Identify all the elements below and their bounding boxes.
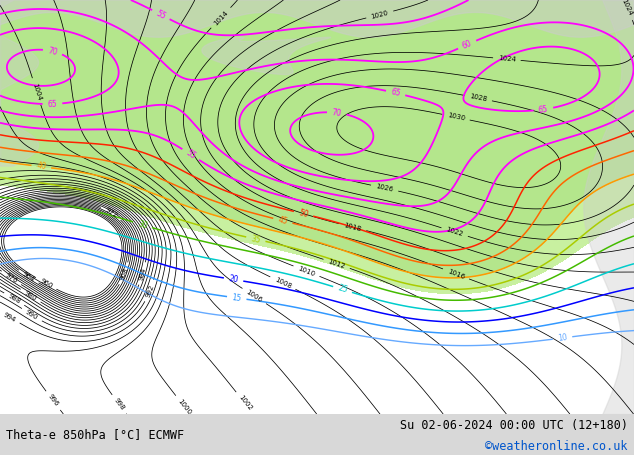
Text: 1010: 1010 (297, 265, 316, 277)
Text: 40: 40 (36, 162, 47, 172)
Text: 1018: 1018 (343, 222, 362, 233)
Text: 1000: 1000 (176, 398, 192, 416)
Text: 976: 976 (4, 272, 18, 284)
Text: Theta-e 850hPa [°C] ECMWF: Theta-e 850hPa [°C] ECMWF (6, 428, 184, 441)
Text: 65: 65 (48, 99, 58, 109)
Text: 992: 992 (145, 283, 155, 298)
Text: 55: 55 (155, 8, 167, 21)
Text: 65: 65 (390, 87, 401, 98)
Text: 15: 15 (231, 293, 242, 303)
Text: 988: 988 (7, 293, 22, 305)
Text: 65: 65 (538, 104, 549, 115)
Text: 70: 70 (332, 108, 342, 118)
Text: 1012: 1012 (327, 258, 346, 269)
Text: 1002: 1002 (237, 394, 253, 412)
Text: 984: 984 (138, 266, 147, 281)
Text: Su 02-06-2024 00:00 UTC (12+180): Su 02-06-2024 00:00 UTC (12+180) (399, 419, 628, 432)
Text: 1016: 1016 (446, 268, 465, 280)
Text: 45: 45 (277, 215, 288, 226)
Text: 980: 980 (23, 289, 38, 302)
Text: ©weatheronline.co.uk: ©weatheronline.co.uk (485, 440, 628, 453)
Text: 1028: 1028 (469, 93, 488, 103)
Text: 1026: 1026 (375, 183, 394, 193)
Text: 990: 990 (25, 309, 39, 321)
Text: 50: 50 (298, 208, 309, 219)
Text: 1022: 1022 (445, 227, 464, 238)
Text: 55: 55 (184, 148, 197, 161)
Text: 70: 70 (47, 46, 58, 57)
Text: 35: 35 (250, 234, 262, 245)
Text: 996: 996 (47, 394, 60, 408)
Text: 20: 20 (228, 274, 239, 285)
Text: 1006: 1006 (245, 288, 264, 303)
Polygon shape (202, 37, 331, 75)
Text: 1020: 1020 (370, 10, 389, 20)
Text: 972: 972 (104, 207, 119, 219)
Text: 30: 30 (136, 219, 148, 230)
Text: 994: 994 (3, 311, 17, 323)
Text: 60: 60 (461, 39, 474, 51)
Text: 998: 998 (113, 397, 126, 411)
Text: 1004: 1004 (31, 82, 42, 101)
Text: 964: 964 (22, 271, 36, 283)
Text: 1014: 1014 (212, 9, 230, 26)
Text: 1024: 1024 (498, 56, 516, 63)
Text: 10: 10 (557, 333, 568, 343)
Text: 25: 25 (337, 284, 349, 295)
Text: 968: 968 (119, 266, 129, 281)
Text: 1008: 1008 (273, 276, 292, 290)
Text: 1024: 1024 (621, 0, 633, 17)
Text: 960: 960 (39, 278, 53, 289)
Text: 1030: 1030 (446, 112, 465, 122)
